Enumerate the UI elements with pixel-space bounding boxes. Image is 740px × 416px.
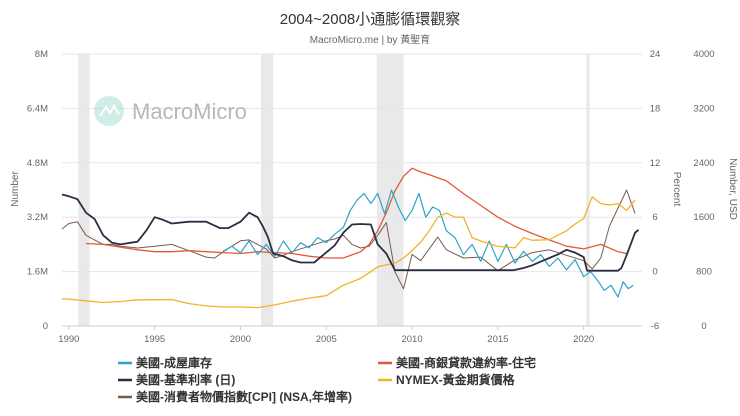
legend-label: 美國-商銀貸款違約率-住宅 (396, 355, 536, 370)
left-tick-label: 6.4M (27, 103, 48, 114)
x-tick-label: 1990 (58, 334, 79, 345)
gridlines (62, 53, 642, 273)
series-line-1[interactable] (85, 167, 627, 259)
right2-tick-label: 1600 (693, 212, 714, 223)
series-line-3[interactable] (61, 196, 636, 309)
legend-label: 美國-基準利率 (日) (136, 372, 235, 387)
right2-tick-label: 4000 (693, 49, 714, 60)
left-axis-label: Number (10, 171, 21, 207)
right2-tick-label: 2400 (693, 158, 714, 169)
legend-item-housing-inventory[interactable]: 美國-成屋庫存 (118, 355, 212, 370)
series-group (61, 167, 640, 309)
left-tick-label: 4.8M (27, 158, 48, 169)
right1-tick-label: 18 (650, 103, 661, 114)
right1-tick-label: -6 (651, 321, 659, 332)
recession-band (261, 54, 274, 326)
series-line-4[interactable] (61, 189, 636, 290)
legend-label: 美國-消費者物價指數[CPI] (NSA,年增率) (136, 389, 352, 404)
x-tick-label: 2005 (316, 334, 337, 345)
legend-item-cpi[interactable]: 美國-消費者物價指數[CPI] (NSA,年增率) (118, 389, 352, 404)
right1-tick-label: 24 (650, 49, 661, 60)
x-tick-label: 2020 (573, 334, 594, 345)
recession-band (78, 54, 90, 326)
left-tick-label: 8M (35, 49, 48, 60)
x-tick-label: 2000 (230, 334, 251, 345)
recession-band (586, 54, 590, 326)
watermark-text: MacroMicro (132, 99, 247, 124)
right1-tick-label: 12 (650, 158, 661, 169)
x-tick-label: 1995 (144, 334, 165, 345)
recession-bands (78, 54, 590, 326)
right2-tick-label: 800 (696, 267, 712, 278)
series-line-0[interactable] (222, 189, 634, 298)
tick-labels: 0 1.6M 3.2M 4.8M 6.4M 8M -6 0 6 12 18 24 0 800 1600 240… (27, 49, 715, 345)
legend-label: 美國-成屋庫存 (136, 355, 212, 370)
right1-tick-label: 0 (652, 267, 657, 278)
right1-tick-label: 6 (652, 212, 657, 223)
x-tick-label: 2010 (401, 334, 422, 345)
chart-subtitle: MacroMicro.me | by 黃聖育 (310, 33, 430, 46)
left-tick-label: 1.6M (27, 267, 48, 278)
legend-label: NYMEX-黃金期貨價格 (396, 372, 516, 387)
left-tick-label: 0 (43, 321, 48, 332)
left-tick-label: 3.2M (27, 212, 48, 223)
recession-band (376, 54, 404, 326)
series-line-2[interactable] (61, 193, 640, 272)
legend-item-delinquency-rate[interactable]: 美國-商銀貸款違約率-住宅 (378, 355, 536, 370)
watermark: MacroMicro (94, 96, 247, 126)
right-axis-label-percent: Percent (671, 172, 682, 207)
right2-tick-label: 3200 (693, 103, 714, 114)
legend-item-gold-futures[interactable]: NYMEX-黃金期貨價格 (378, 372, 516, 387)
chart-title: 2004~2008小通膨循環觀察 (280, 10, 461, 28)
right-axis-label-usd: Number, USD (727, 158, 738, 220)
x-tick-label: 2015 (487, 334, 508, 345)
right2-tick-label: 0 (701, 321, 706, 332)
legend-item-fed-rate[interactable]: 美國-基準利率 (日) (118, 372, 235, 387)
legend: 美國-成屋庫存 美國-商銀貸款違約率-住宅 美國-基準利率 (日) NYMEX-… (118, 355, 536, 404)
watermark-logo-mark-icon (99, 104, 120, 117)
